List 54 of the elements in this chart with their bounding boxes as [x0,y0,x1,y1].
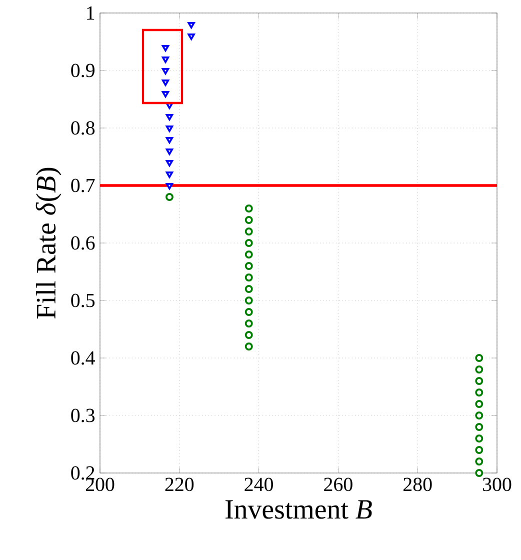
y-tick-label: 0.5 [71,294,95,308]
point [188,22,195,28]
point [166,160,174,166]
point [475,412,484,420]
point [244,274,253,282]
point [162,68,170,74]
y-tick-label: 0.9 [71,64,94,78]
y-tick-label: 0.4 [71,351,95,365]
point [244,296,253,304]
point [475,458,484,466]
point [162,56,170,63]
point [475,354,484,362]
y-tick-label: 0.8 [71,121,95,135]
point [166,126,174,132]
point [475,469,484,477]
point [166,183,174,190]
point [162,91,170,98]
point [162,80,170,86]
y-tick-label: 0.3 [71,408,95,422]
point [244,216,253,224]
point [188,34,195,40]
point [244,320,253,328]
point [244,239,253,247]
point [166,114,174,120]
point [244,228,253,236]
point [166,172,174,178]
point [244,204,253,212]
point [166,137,174,144]
x-tick-label: 260 [324,478,352,492]
y-tick-label: 0.6 [71,236,95,250]
x-tick-label: 280 [404,478,432,492]
point [244,308,253,316]
point [244,331,253,339]
point [475,377,484,385]
x-tick-label: 300 [483,478,512,492]
point [244,342,253,350]
point [162,45,170,52]
point [475,446,484,454]
y-tick-label: 1 [87,6,94,20]
point [475,366,484,374]
point [475,423,484,431]
y-tick-label: 0.7 [71,178,95,192]
point [475,388,484,396]
x-tick-label: 240 [244,478,273,492]
x-tick-label: 220 [165,478,194,492]
point [244,262,253,270]
y-axis-title: Fill Rate δ(B) [36,168,62,319]
point [244,250,253,258]
point [166,148,174,155]
point [244,285,253,293]
x-axis-title: Investment B [226,500,372,519]
point [165,193,174,201]
point [475,434,484,442]
point [475,400,484,408]
